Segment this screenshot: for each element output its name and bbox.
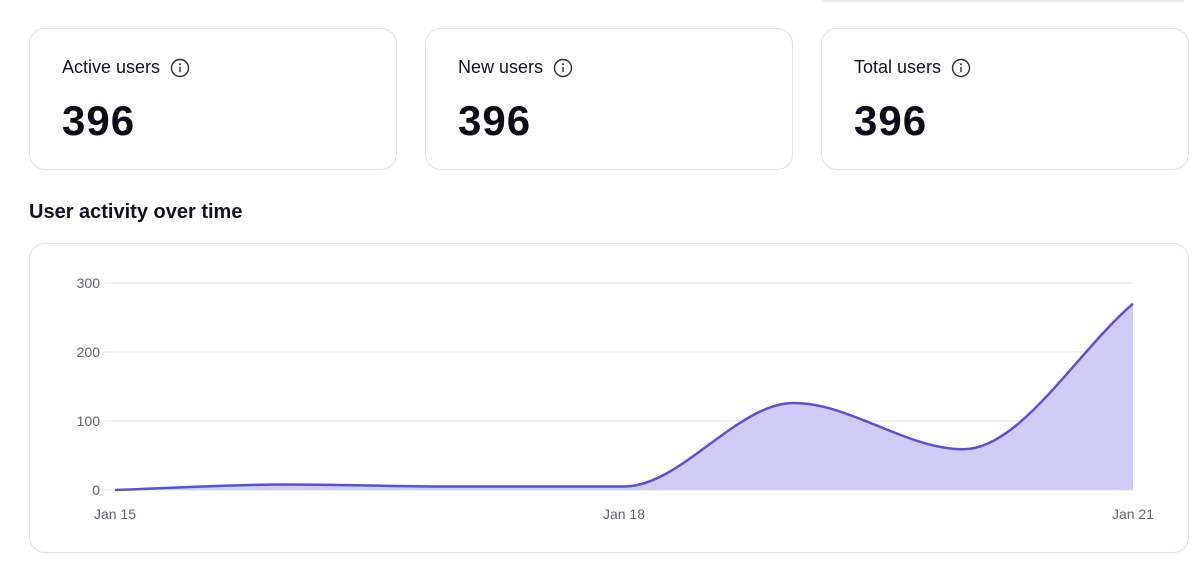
- info-icon[interactable]: [170, 58, 190, 78]
- stat-value: 396: [854, 97, 928, 144]
- y-tick-label: 300: [77, 275, 101, 291]
- stat-label: New users: [458, 57, 544, 77]
- x-tick-label: Jan 18: [603, 506, 645, 522]
- stat-value: 396: [62, 97, 136, 144]
- series-area: [115, 303, 1133, 490]
- stat-label: Active users: [62, 57, 161, 77]
- y-tick-label: 0: [92, 482, 100, 498]
- total-users-card: Total users 396: [821, 28, 1189, 170]
- section-title: User activity over time: [29, 201, 243, 223]
- user-activity-chart: 0 100 200 300 Jan 15 Jan 18 Jan 21: [77, 275, 1155, 522]
- stat-label: Total users: [854, 57, 942, 77]
- stat-value: 396: [458, 97, 532, 144]
- stat-header: Total users: [854, 57, 971, 78]
- y-tick-label: 200: [77, 344, 101, 360]
- stat-header: New users: [458, 57, 573, 78]
- new-users-card: New users 396: [425, 28, 793, 170]
- info-icon[interactable]: [553, 58, 573, 78]
- x-tick-label: Jan 21: [1112, 506, 1154, 522]
- top-divider: [822, 0, 1184, 2]
- series-line: [114, 302, 1134, 492]
- x-tick-label: Jan 15: [94, 506, 136, 522]
- user-activity-chart-card: 0 100 200 300 Jan 15 Jan 18 Jan 21: [29, 243, 1189, 553]
- y-tick-label: 100: [77, 413, 101, 429]
- stat-header: Active users: [62, 57, 190, 78]
- active-users-card: Active users 396: [29, 28, 397, 170]
- info-icon[interactable]: [951, 58, 971, 78]
